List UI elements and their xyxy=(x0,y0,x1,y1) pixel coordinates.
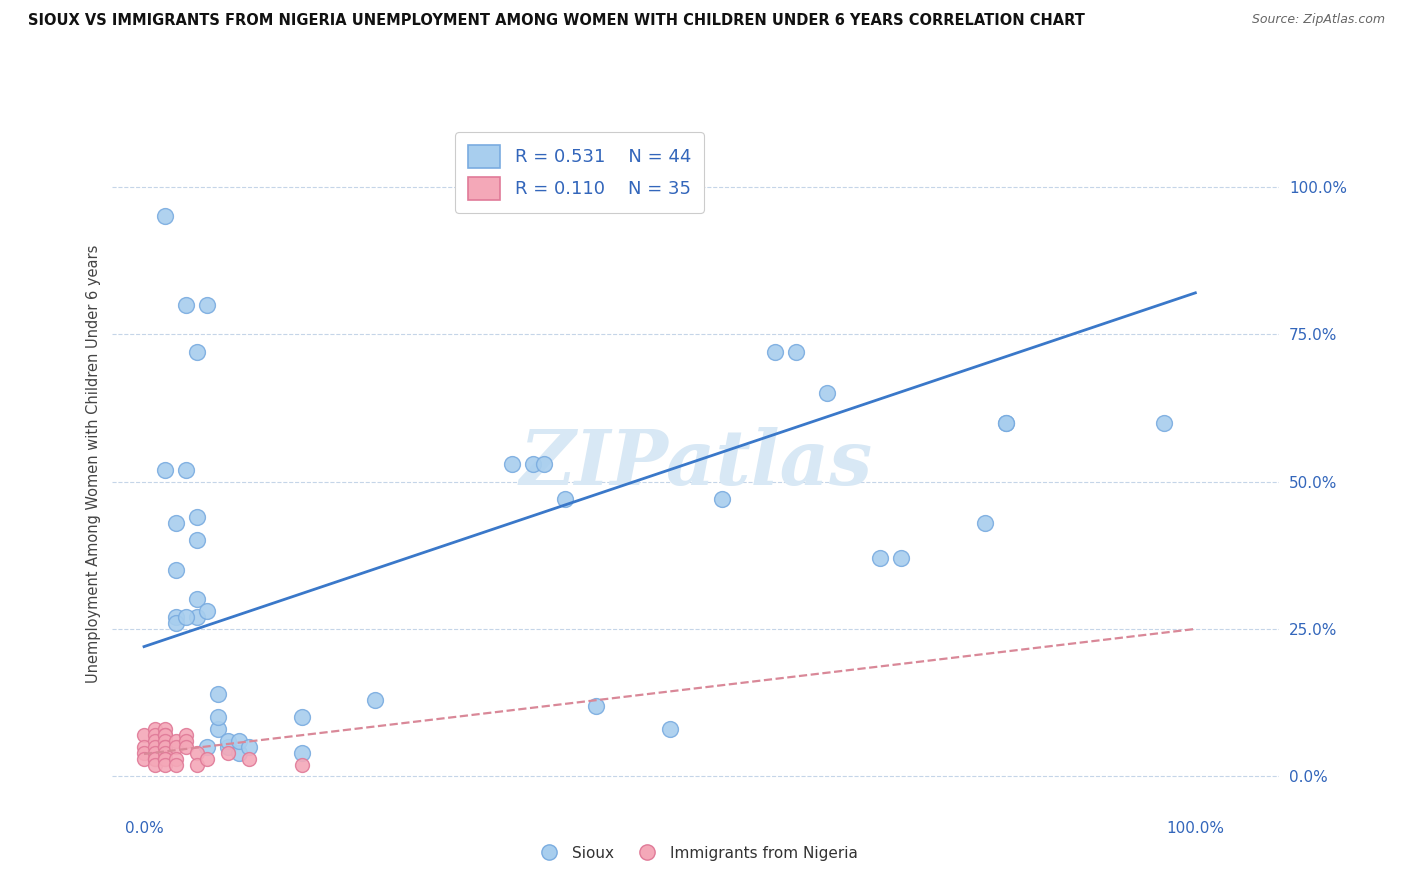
Point xyxy=(143,722,166,736)
Point xyxy=(165,615,187,630)
Point xyxy=(186,757,208,772)
Point xyxy=(195,604,218,618)
Point xyxy=(153,209,176,223)
Point xyxy=(228,746,250,760)
Point xyxy=(153,757,176,772)
Point xyxy=(153,739,176,754)
Point xyxy=(238,739,260,754)
Point xyxy=(554,492,576,507)
Text: SIOUX VS IMMIGRANTS FROM NIGERIA UNEMPLOYMENT AMONG WOMEN WITH CHILDREN UNDER 6 : SIOUX VS IMMIGRANTS FROM NIGERIA UNEMPLO… xyxy=(28,13,1085,29)
Point xyxy=(658,722,681,736)
Point xyxy=(291,757,314,772)
Point xyxy=(132,752,155,766)
Point xyxy=(364,692,387,706)
Point xyxy=(1153,416,1175,430)
Point xyxy=(890,551,912,566)
Point xyxy=(165,734,187,748)
Point xyxy=(174,728,197,742)
Point xyxy=(143,728,166,742)
Point xyxy=(153,728,176,742)
Point xyxy=(974,516,997,530)
Point xyxy=(995,416,1018,430)
Point xyxy=(165,516,187,530)
Point xyxy=(195,739,218,754)
Point xyxy=(165,757,187,772)
Point xyxy=(207,687,229,701)
Point xyxy=(174,463,197,477)
Point xyxy=(217,739,239,754)
Text: ZIPatlas: ZIPatlas xyxy=(519,427,873,500)
Point xyxy=(174,298,197,312)
Point xyxy=(165,739,187,754)
Point xyxy=(195,298,218,312)
Point xyxy=(153,739,176,754)
Point xyxy=(869,551,891,566)
Point xyxy=(132,728,155,742)
Point xyxy=(143,757,166,772)
Point xyxy=(153,752,176,766)
Point xyxy=(186,344,208,359)
Point xyxy=(186,746,208,760)
Point xyxy=(217,734,239,748)
Point xyxy=(207,710,229,724)
Legend: Sioux, Immigrants from Nigeria: Sioux, Immigrants from Nigeria xyxy=(527,839,865,867)
Point xyxy=(291,746,314,760)
Point xyxy=(186,509,208,524)
Point xyxy=(785,344,807,359)
Point xyxy=(153,734,176,748)
Point xyxy=(501,457,523,471)
Point xyxy=(174,610,197,624)
Point xyxy=(186,533,208,548)
Point xyxy=(132,746,155,760)
Point xyxy=(217,746,239,760)
Point xyxy=(143,746,166,760)
Point xyxy=(132,739,155,754)
Point xyxy=(143,739,166,754)
Point xyxy=(763,344,786,359)
Point xyxy=(165,610,187,624)
Point xyxy=(238,752,260,766)
Point xyxy=(186,592,208,607)
Point xyxy=(533,457,555,471)
Point xyxy=(291,710,314,724)
Point xyxy=(165,752,187,766)
Y-axis label: Unemployment Among Women with Children Under 6 years: Unemployment Among Women with Children U… xyxy=(86,244,101,683)
Point xyxy=(228,734,250,748)
Point xyxy=(143,734,166,748)
Point xyxy=(815,386,838,401)
Point xyxy=(711,492,734,507)
Point xyxy=(153,752,176,766)
Point xyxy=(522,457,544,471)
Point xyxy=(153,463,176,477)
Text: Source: ZipAtlas.com: Source: ZipAtlas.com xyxy=(1251,13,1385,27)
Point xyxy=(153,722,176,736)
Point xyxy=(195,752,218,766)
Point xyxy=(153,746,176,760)
Point xyxy=(143,752,166,766)
Point xyxy=(585,698,607,713)
Point xyxy=(186,610,208,624)
Point xyxy=(174,739,197,754)
Point xyxy=(143,752,166,766)
Point xyxy=(153,728,176,742)
Point xyxy=(207,722,229,736)
Point xyxy=(165,563,187,577)
Point xyxy=(174,734,197,748)
Point xyxy=(995,416,1018,430)
